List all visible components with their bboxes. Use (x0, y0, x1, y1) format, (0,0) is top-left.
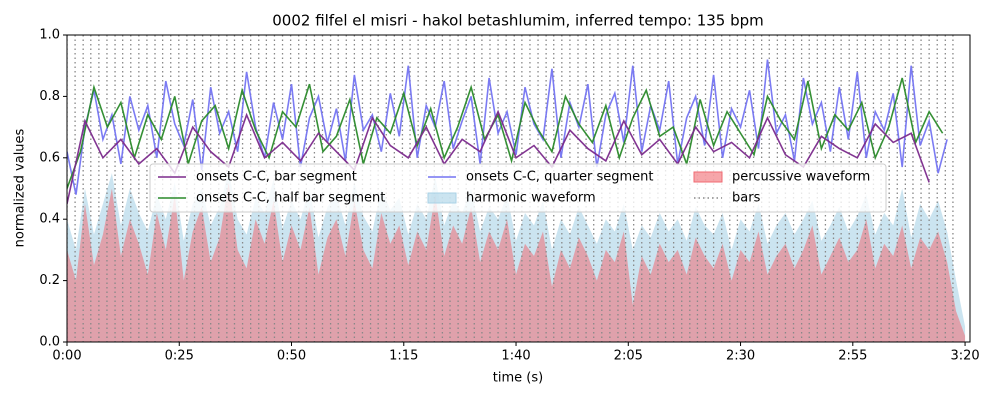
x-tick-label: 0:00 (52, 349, 81, 364)
x-tick-label: 0:25 (165, 349, 194, 364)
line (67, 109, 930, 205)
x-tick-label: 2:05 (614, 349, 643, 364)
x-tick-label: 2:30 (726, 349, 755, 364)
axes-frame (66, 34, 971, 343)
legend-label: harmonic waveform (466, 191, 596, 206)
x-tick-label: 0:50 (277, 349, 306, 364)
x-axis-label: time (s) (493, 371, 543, 386)
y-axis-label: normalized values (13, 128, 28, 247)
legend-label: onsets C-C, half bar segment (196, 191, 385, 206)
y-tick-label: 0.4 (39, 212, 60, 227)
line (67, 59, 948, 195)
legend-label: percussive waveform (732, 170, 870, 185)
line (67, 77, 944, 189)
legend: onsets C-C, bar segment onsets C-C, half … (149, 163, 887, 213)
legend-swatch (693, 171, 723, 183)
y-tick-label: 0.6 (39, 150, 60, 165)
x-tick-label: 1:40 (501, 349, 530, 364)
y-tick-label: 0.8 (39, 89, 60, 104)
legend-swatch (427, 192, 457, 204)
chart-title: 0002 filfel el misri - hakol betashlumim… (272, 12, 764, 30)
x-tick-label: 2:55 (838, 349, 867, 364)
legend-label: onsets C-C, quarter segment (466, 170, 653, 185)
area (67, 182, 966, 342)
legend-label: bars (732, 191, 761, 206)
y-tick-label: 0.0 (39, 335, 60, 350)
x-tick-label: 3:20 (950, 349, 979, 364)
x-tick-label: 1:15 (389, 349, 418, 364)
y-tick-label: 0.2 (39, 273, 60, 288)
legend-label: onsets C-C, bar segment (196, 170, 357, 185)
y-tick-label: 1.0 (39, 28, 60, 43)
